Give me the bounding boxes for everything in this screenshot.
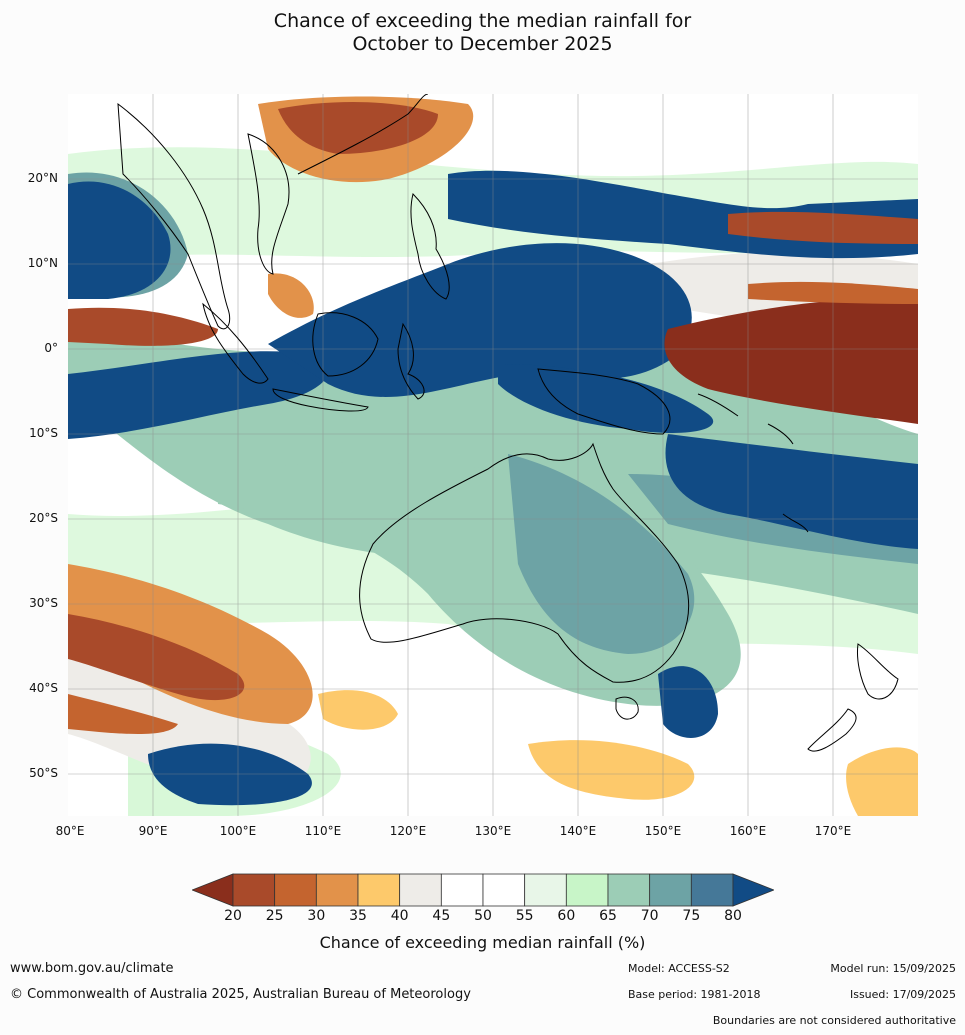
lat-tick-50s: 50°S xyxy=(29,766,58,780)
colorbar-over-arrow xyxy=(732,873,774,907)
lat-tick-30s: 30°S xyxy=(29,596,58,610)
colorbar-segment xyxy=(315,873,359,907)
colorbar-tick-label: 20 xyxy=(224,908,242,924)
colorbar-tick-label: 25 xyxy=(265,908,284,924)
footer-copyright: © Commonwealth of Australia 2025, Austra… xyxy=(10,987,471,1002)
footer-model-run: Model run: 15/09/2025 xyxy=(830,962,956,975)
colorbar-tick-label: 40 xyxy=(390,908,409,924)
map-canvas xyxy=(68,94,918,816)
colorbar-segment xyxy=(440,873,484,907)
footer-issued: Issued: 17/09/2025 xyxy=(849,988,956,1001)
lat-tick-0: 0° xyxy=(44,341,58,355)
footer-url[interactable]: www.bom.gov.au/climate xyxy=(10,961,174,976)
lat-tick-20s: 20°S xyxy=(29,511,58,525)
title-line-1: Chance of exceeding the median rainfall … xyxy=(273,10,692,32)
colorbar-segment xyxy=(690,873,734,907)
lon-tick-160e: 160°E xyxy=(729,824,767,838)
colorbar-segment xyxy=(274,873,317,907)
lon-tick-90e: 90°E xyxy=(138,824,168,838)
map-title: Chance of exceeding the median rainfall … xyxy=(0,10,965,56)
colorbar-under-arrow xyxy=(192,873,234,907)
colorbar xyxy=(192,873,774,907)
lon-tick-110e: 110°E xyxy=(304,824,342,838)
colorbar-tick-label: 60 xyxy=(557,908,576,924)
lon-tick-100e: 100°E xyxy=(219,824,257,838)
lon-tick-130e: 130°E xyxy=(474,824,512,838)
colorbar-segment xyxy=(565,873,609,907)
rainfall-map xyxy=(68,94,918,816)
title-line-2: October to December 2025 xyxy=(352,33,613,55)
colorbar-segment xyxy=(357,873,401,907)
lat-tick-20n: 20°N xyxy=(27,171,58,185)
colorbar-tick-label: 55 xyxy=(515,908,534,924)
lon-tick-140e: 140°E xyxy=(559,824,597,838)
colorbar-tick-label: 35 xyxy=(349,908,367,924)
colorbar-segment xyxy=(607,873,651,907)
footer-base-period: Base period: 1981-2018 xyxy=(628,988,761,1001)
lat-tick-10s: 10°S xyxy=(29,426,58,440)
lon-tick-120e: 120°E xyxy=(389,824,427,838)
colorbar-tick-label: 30 xyxy=(307,908,326,924)
colorbar-tick-label: 70 xyxy=(640,908,659,924)
colorbar-tick-label: 45 xyxy=(432,908,451,924)
colorbar-segment xyxy=(482,873,526,907)
footer-disclaimer: Boundaries are not considered authoritat… xyxy=(712,1014,956,1027)
colorbar-tick-label: 50 xyxy=(474,908,492,924)
colorbar-segment xyxy=(232,873,276,907)
colorbar-segment xyxy=(649,873,692,907)
colorbar-segment xyxy=(524,873,567,907)
lat-tick-10n: 10°N xyxy=(27,256,58,270)
colorbar-tick-label: 80 xyxy=(724,908,742,924)
lon-tick-80e: 80°E xyxy=(55,824,85,838)
lon-tick-170e: 170°E xyxy=(814,824,852,838)
colorbar-tick-label: 65 xyxy=(599,908,617,924)
colorbar-tick-label: 75 xyxy=(682,908,701,924)
footer-model: Model: ACCESS-S2 xyxy=(628,962,730,975)
lon-tick-150e: 150°E xyxy=(644,824,682,838)
colorbar-segment xyxy=(399,873,442,907)
lat-tick-40s: 40°S xyxy=(29,681,58,695)
colorbar-title: Chance of exceeding median rainfall (%) xyxy=(319,933,646,952)
